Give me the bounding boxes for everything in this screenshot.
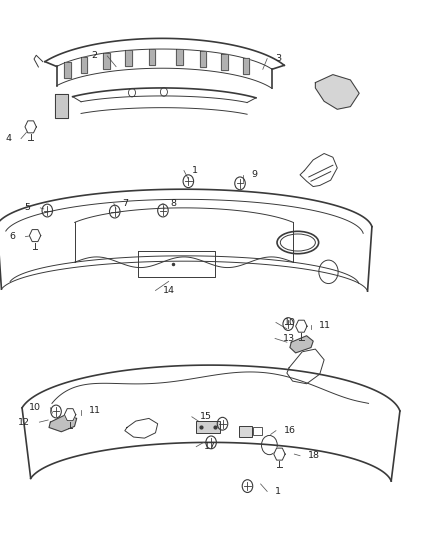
Polygon shape [81, 57, 87, 73]
Text: 17: 17 [204, 442, 216, 451]
Polygon shape [25, 121, 36, 133]
Bar [253, 427, 262, 435]
Text: 6: 6 [10, 232, 16, 241]
Polygon shape [200, 51, 206, 67]
Polygon shape [64, 409, 76, 421]
Bar [239, 426, 252, 437]
Text: 2: 2 [92, 52, 98, 60]
Text: 11: 11 [319, 321, 331, 329]
Polygon shape [296, 320, 307, 332]
Text: 14: 14 [163, 286, 175, 295]
Polygon shape [221, 54, 228, 70]
Text: 18: 18 [308, 451, 320, 460]
Text: 9: 9 [251, 171, 257, 179]
Polygon shape [125, 50, 132, 66]
Polygon shape [103, 53, 110, 69]
Polygon shape [49, 415, 77, 432]
Bar [196, 421, 220, 433]
Text: 10: 10 [284, 318, 296, 327]
Text: 1: 1 [192, 166, 198, 175]
Text: 4: 4 [5, 134, 11, 143]
Polygon shape [177, 50, 183, 66]
Text: 3: 3 [275, 54, 281, 63]
Text: 11: 11 [89, 406, 101, 415]
Text: 12: 12 [18, 418, 30, 426]
Text: 15: 15 [200, 413, 212, 421]
Text: 16: 16 [284, 426, 296, 435]
Text: 10: 10 [29, 403, 41, 412]
Text: 1: 1 [275, 487, 281, 496]
Polygon shape [290, 336, 313, 353]
Polygon shape [149, 49, 155, 65]
Text: 5: 5 [25, 204, 31, 212]
Text: 13: 13 [283, 334, 295, 343]
Text: 7: 7 [122, 199, 128, 208]
Polygon shape [55, 94, 68, 118]
Polygon shape [274, 448, 285, 460]
Polygon shape [64, 62, 71, 78]
Polygon shape [315, 75, 359, 109]
Polygon shape [29, 230, 41, 241]
Polygon shape [243, 59, 249, 75]
Text: 8: 8 [171, 199, 177, 208]
